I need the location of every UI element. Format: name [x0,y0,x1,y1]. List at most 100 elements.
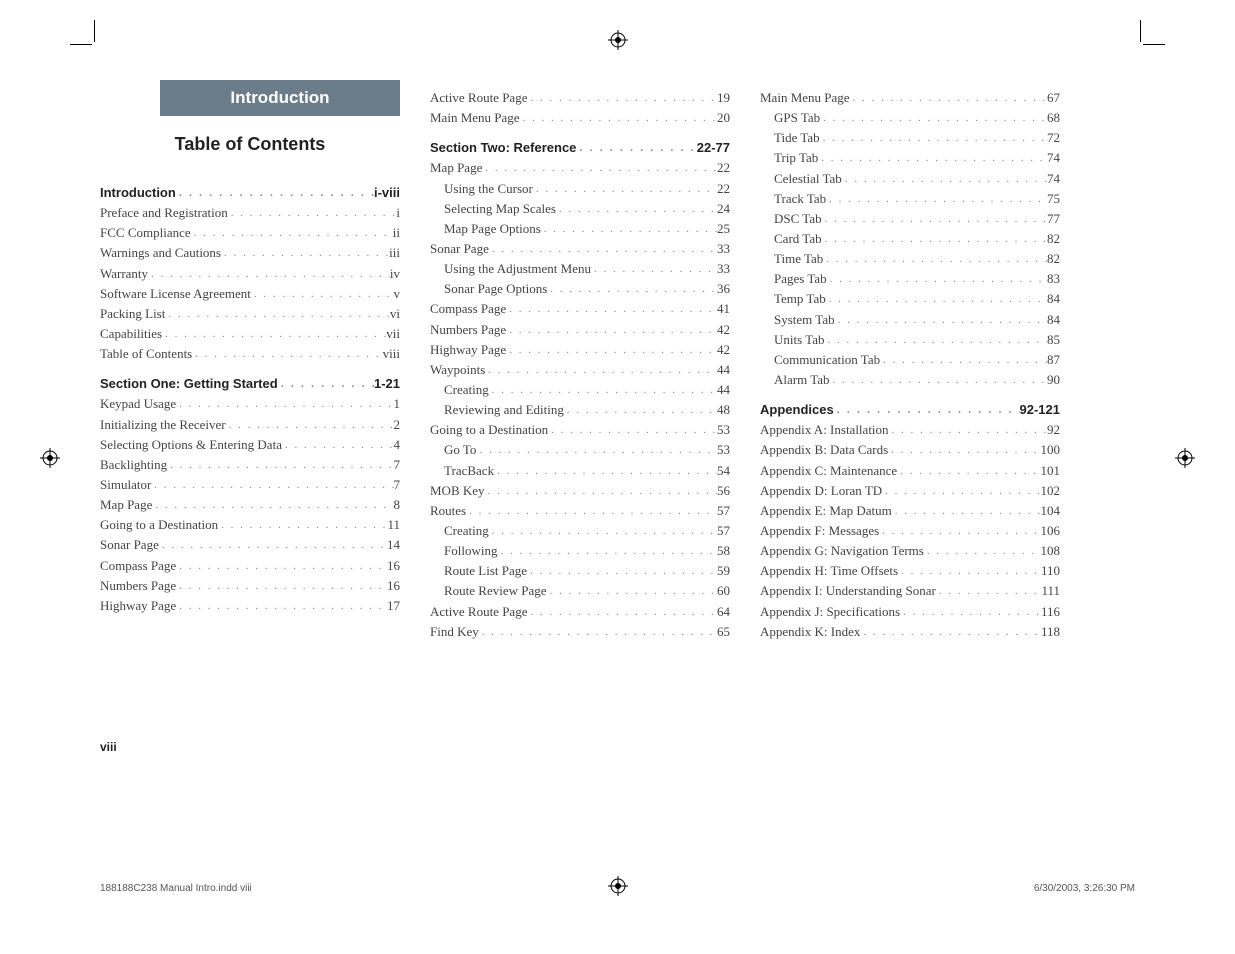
footer-filename: 188188C238 Manual Intro.indd viii [100,883,252,894]
toc-entry-label: Preface and Registration [100,203,228,223]
toc-entry: Active Route Page 64 [430,602,730,622]
toc-entry-page: 59 [717,561,730,581]
toc-entry-label: Selecting Map Scales [430,199,556,219]
toc-entry-label: Time Tab [760,249,823,269]
toc-entry-page: 75 [1047,189,1060,209]
crop-mark [94,20,95,42]
middle-column: Active Route Page19Main Menu Page20Secti… [430,80,730,642]
toc-leader-dots [879,523,1040,540]
toc-entry-page: viii [383,344,400,364]
toc-entry: Sonar Page Options36 [430,279,730,299]
toc-entry-label: Backlighting [100,455,167,475]
toc-entry-label: Map Page [430,158,482,178]
toc-entry: Map Page Options25 [430,219,730,239]
toc-entry-label: Selecting Options & Entering Data [100,435,282,455]
toc-entry: Capabilitiesvii [100,324,400,344]
toc-leader-dots [900,604,1041,621]
toc-leader-dots [152,497,393,514]
registration-mark-left [40,448,60,468]
toc-leader-dots [882,483,1040,500]
toc-entry-label: Alarm Tab [760,370,830,390]
toc-entry: Selecting Map Scales24 [430,199,730,219]
toc-entry-label: Appendix J: Specifications [760,602,900,622]
toc-entry-label: Units Tab [760,330,825,350]
toc-leader-dots [897,463,1040,480]
crop-mark [1143,44,1165,45]
toc-entry: Sonar Page14 [100,535,400,555]
toc-leader-dots [506,322,717,339]
toc-entry-label: Appendices [760,400,834,420]
toc-entry-page: 90 [1047,370,1060,390]
toc-entry-page: 106 [1041,521,1061,541]
toc-entry-label: GPS Tab [760,108,820,128]
toc-entry: Tide Tab72 [760,128,1060,148]
toc-entry-label: Creating [430,380,489,400]
toc-entry: Compass Page41 [430,299,730,319]
toc-section-heading: Section Two: Reference22-77 [430,138,730,158]
left-column: Introduction Table of Contents Introduct… [100,80,400,642]
toc-entry-page: 1 [394,394,401,414]
toc-leader-dots [176,185,374,202]
toc-leader-dots [466,503,717,520]
toc-list-right: Main Menu Page67GPS Tab68Tide Tab72Trip … [760,88,1060,642]
toc-entry-label: Reviewing and Editing [430,400,564,420]
toc-entry-page: 110 [1041,561,1060,581]
toc-entry: Appendix K: Index118 [760,622,1060,642]
toc-entry-page: v [394,284,401,304]
toc-leader-dots [476,442,717,459]
toc-entry-page: 85 [1047,330,1060,350]
toc-entry-page: 22 [717,179,730,199]
toc-entry-page: 42 [717,320,730,340]
toc-entry-label: Simulator [100,475,151,495]
toc-entry-label: Communication Tab [760,350,880,370]
toc-entry-page: 64 [717,602,730,622]
toc-entry: Highway Page17 [100,596,400,616]
toc-entry-page: i [396,203,400,223]
toc-entry: Go To53 [430,440,730,460]
right-column: Main Menu Page67GPS Tab68Tide Tab72Trip … [760,80,1060,642]
toc-leader-dots [860,624,1041,641]
toc-leader-dots [892,503,1041,520]
toc-entry-label: Routes [430,501,466,521]
toc-entry: Routes57 [430,501,730,521]
toc-entry-page: 111 [1041,581,1060,601]
toc-entry-page: 42 [717,340,730,360]
toc-entry-label: Appendix I: Understanding Sonar [760,581,936,601]
toc-entry-page: 67 [1047,88,1060,108]
toc-entry: Appendix G: Navigation Terms108 [760,541,1060,561]
toc-entry: Using the Cursor22 [430,179,730,199]
toc-entry: Packing Listvi [100,304,400,324]
toc-leader-dots [479,624,717,641]
toc-entry-page: 100 [1041,440,1061,460]
toc-entry-label: Find Key [430,622,479,642]
toc-leader-dots [889,422,1047,439]
section-badge: Introduction [160,80,400,116]
toc-leader-dots [888,442,1040,459]
toc-leader-dots [830,372,1047,389]
toc-leader-dots [282,437,394,454]
toc-entry-label: Appendix H: Time Offsets [760,561,898,581]
toc-entry-page: vi [390,304,400,324]
toc-leader-dots [226,417,394,434]
toc-entry-page: 16 [387,556,400,576]
registration-mark-bottom [608,876,628,896]
toc-entry-label: Go To [430,440,476,460]
toc-leader-dots [485,362,717,379]
toc-entry: Creating57 [430,521,730,541]
toc-entry-label: Route Review Page [430,581,547,601]
toc-entry-label: Capabilities [100,324,162,344]
toc-entry-page: 41 [717,299,730,319]
toc-entry-page: 65 [717,622,730,642]
toc-entry-page: 19 [717,88,730,108]
toc-entry-page: 118 [1041,622,1060,642]
toc-leader-dots [825,332,1048,349]
toc-leader-dots [494,463,717,480]
toc-entry: Map Page8 [100,495,400,515]
toc-leader-dots [159,537,387,554]
toc-entry: Appendix D: Loran TD102 [760,481,1060,501]
toc-entry: Appendix C: Maintenance101 [760,461,1060,481]
toc-entry: Trip Tab74 [760,148,1060,168]
toc-spacer [760,390,1060,400]
toc-leader-dots [556,201,717,218]
toc-entry-label: Active Route Page [430,602,527,622]
